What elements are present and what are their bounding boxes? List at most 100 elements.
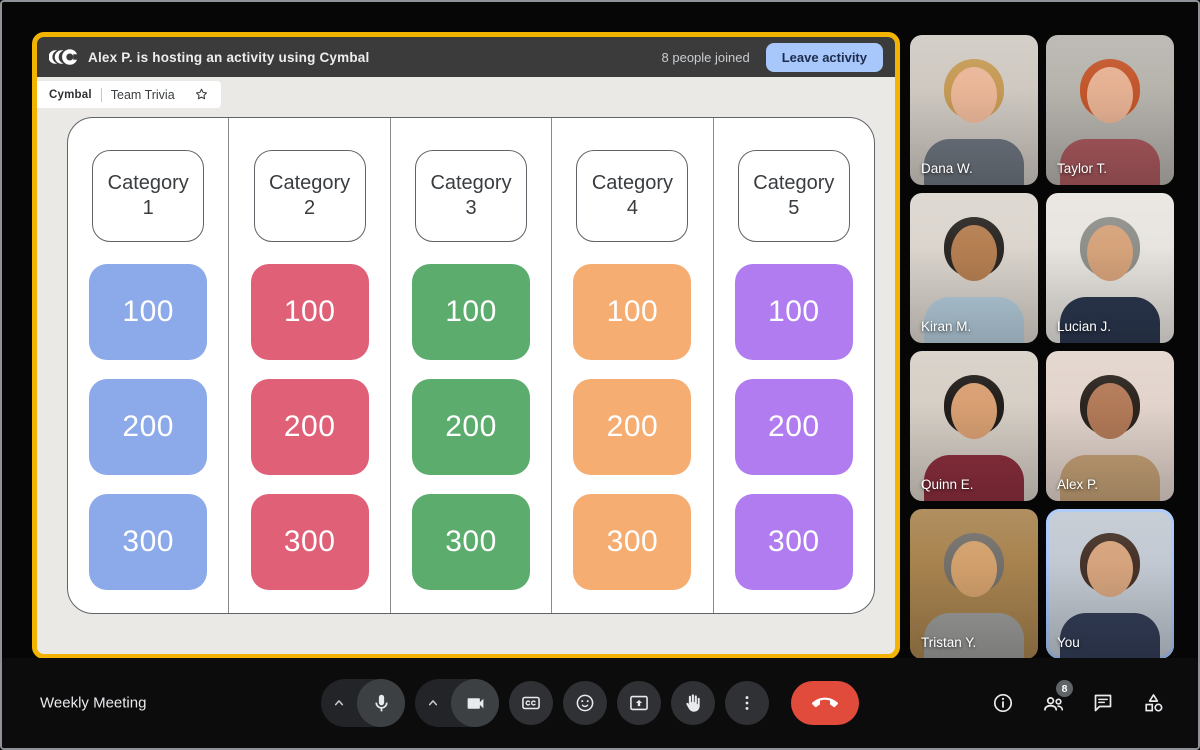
participant-avatar (1080, 375, 1140, 435)
meeting-title: Weekly Meeting (40, 694, 147, 712)
participant-avatar (1080, 217, 1140, 277)
participant-avatar (1080, 533, 1140, 593)
leave-activity-button[interactable]: Leave activity (765, 42, 883, 72)
microphone-icon[interactable] (357, 679, 405, 727)
points-cells: 100 200 300 (412, 264, 531, 590)
participant-name-label: Kiran M. (921, 319, 972, 334)
participant-video-tile[interactable]: Quinn E. (910, 351, 1038, 501)
category-card: Category 2 (253, 150, 366, 242)
category-card: Category 3 (415, 150, 528, 242)
points-cells: 100 200 300 (89, 264, 208, 590)
present-screen-button[interactable] (617, 681, 661, 725)
participant-avatar (944, 217, 1004, 277)
activity-title: Alex P. is hosting an activity using Cym… (88, 49, 370, 65)
participant-name-label: Lucian J. (1057, 319, 1112, 334)
category-label: Category 4 (591, 172, 673, 219)
meeting-panels: 8 (990, 680, 1166, 716)
participant-name-label: Alex P. (1057, 477, 1099, 492)
trivia-board: Category 1 100 200 300 Category 2 100 200 30… (67, 117, 875, 614)
camera-icon[interactable] (451, 679, 499, 727)
points-cell[interactable]: 200 (734, 379, 853, 475)
reactions-button[interactable] (563, 681, 607, 725)
participant-name-label: Quinn E. (921, 477, 974, 492)
points-cell[interactable]: 100 (573, 264, 692, 360)
participant-avatar (944, 533, 1004, 593)
chat-icon (1094, 694, 1112, 712)
points-cell[interactable]: 300 (573, 494, 692, 590)
trivia-column: Category 5 100 200 300 (712, 118, 874, 613)
points-cell[interactable]: 200 (573, 379, 692, 475)
points-cell[interactable]: 200 (89, 379, 208, 475)
participant-video-tile[interactable]: Dana W. (910, 35, 1038, 185)
activity-tab[interactable]: Cymbal Team Trivia (37, 81, 221, 108)
present-screen-icon (630, 695, 648, 711)
participant-video-tile[interactable]: Alex P. (1046, 351, 1174, 501)
activities-button[interactable] (1140, 690, 1166, 716)
points-cell[interactable]: 100 (250, 264, 369, 360)
participant-grid: Dana W. Taylor T. Kiran M. Lucian J. Qui… (910, 35, 1174, 659)
category-card: Category 5 (737, 150, 850, 242)
end-call-button[interactable] (791, 681, 859, 725)
more-options-button[interactable] (725, 681, 769, 725)
star-outline-icon[interactable] (194, 87, 209, 102)
points-cell[interactable]: 200 (412, 379, 531, 475)
more-options-icon (745, 696, 749, 710)
points-cell[interactable]: 200 (250, 379, 369, 475)
activities-icon (1144, 693, 1162, 712)
category-label: Category 1 (107, 172, 189, 219)
raise-hand-button[interactable] (671, 681, 715, 725)
participant-name-label: You (1057, 635, 1080, 650)
captions-icon (522, 696, 540, 710)
trivia-column: Category 3 100 200 300 (389, 118, 551, 613)
mic-control[interactable] (321, 679, 405, 727)
people-button[interactable]: 8 (1040, 680, 1073, 716)
points-cell[interactable]: 300 (734, 494, 853, 590)
people-joined-count: 8 people joined (661, 49, 750, 65)
tab-title: Team Trivia (110, 87, 175, 102)
participant-video-tile[interactable]: You (1046, 509, 1174, 659)
category-card: Category 1 (92, 150, 205, 242)
participant-video-tile[interactable]: Kiran M. (910, 193, 1038, 343)
camera-control[interactable] (415, 679, 499, 727)
points-cell[interactable]: 100 (734, 264, 853, 360)
participant-video-tile[interactable]: Taylor T. (1046, 35, 1174, 185)
points-cells: 100 200 300 (734, 264, 853, 590)
points-cells: 100 200 300 (250, 264, 369, 590)
chevron-up-icon[interactable] (321, 693, 357, 713)
points-cell[interactable]: 300 (89, 494, 208, 590)
chevron-up-icon[interactable] (415, 693, 451, 713)
trivia-column: Category 1 100 200 300 (68, 118, 228, 613)
category-label: Category 5 (753, 172, 835, 219)
call-controls (321, 679, 859, 727)
people-icon (1043, 696, 1063, 711)
cymbal-logo-icon (49, 47, 78, 67)
points-cell[interactable]: 300 (250, 494, 369, 590)
smiley-icon (576, 694, 594, 712)
participant-avatar (1080, 59, 1140, 119)
captions-button[interactable] (509, 681, 553, 725)
points-cell[interactable]: 300 (412, 494, 531, 590)
chat-button[interactable] (1090, 690, 1116, 716)
activity-header: Alex P. is hosting an activity using Cym… (37, 37, 895, 77)
info-icon (993, 693, 1013, 713)
activity-panel: Alex P. is hosting an activity using Cym… (32, 32, 900, 659)
people-count-badge: 8 (1056, 680, 1073, 697)
participant-name-label: Taylor T. (1057, 161, 1108, 176)
participant-video-tile[interactable]: Tristan Y. (910, 509, 1038, 659)
cymbal-wordmark: Cymbal (49, 88, 92, 101)
category-label: Category 3 (430, 172, 512, 219)
info-button[interactable] (990, 690, 1016, 716)
points-cells: 100 200 300 (573, 264, 692, 590)
participant-video-tile[interactable]: Lucian J. (1046, 193, 1174, 343)
control-bar: Weekly Meeting (2, 658, 1198, 748)
participant-name-label: Dana W. (921, 161, 973, 176)
participant-avatar (944, 59, 1004, 119)
participant-avatar (944, 375, 1004, 435)
points-cell[interactable]: 100 (89, 264, 208, 360)
participant-name-label: Tristan Y. (921, 635, 977, 650)
trivia-column: Category 4 100 200 300 (551, 118, 712, 613)
trivia-column: Category 2 100 200 300 (228, 118, 389, 613)
activity-content: Cymbal Team Trivia Category 1 100 200 300 … (37, 77, 895, 654)
points-cell[interactable]: 100 (412, 264, 531, 360)
